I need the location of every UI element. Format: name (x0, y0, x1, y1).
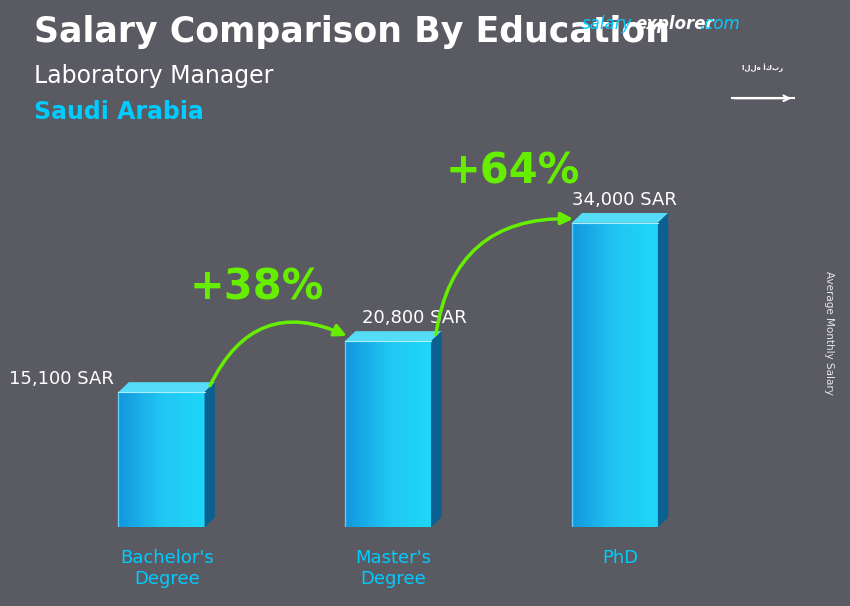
Text: Master's
Degree: Master's Degree (355, 549, 431, 588)
Text: +38%: +38% (190, 267, 324, 308)
Text: explorer: explorer (635, 15, 714, 33)
Text: PhD: PhD (602, 549, 638, 567)
Polygon shape (118, 382, 215, 392)
Text: salary: salary (582, 15, 632, 33)
Text: Laboratory Manager: Laboratory Manager (34, 64, 274, 88)
Text: Salary Comparison By Education: Salary Comparison By Education (34, 15, 670, 49)
Polygon shape (431, 331, 441, 527)
Polygon shape (658, 213, 668, 527)
Polygon shape (345, 331, 441, 341)
Text: Saudi Arabia: Saudi Arabia (34, 100, 204, 124)
Text: Average Monthly Salary: Average Monthly Salary (824, 271, 834, 395)
Text: الله أكبر: الله أكبر (742, 64, 784, 72)
Text: .com: .com (699, 15, 740, 33)
Text: +64%: +64% (445, 151, 580, 193)
Text: 34,000 SAR: 34,000 SAR (572, 191, 677, 209)
Text: Bachelor's
Degree: Bachelor's Degree (120, 549, 213, 588)
Polygon shape (205, 382, 215, 527)
Text: 20,800 SAR: 20,800 SAR (362, 309, 468, 327)
Text: 15,100 SAR: 15,100 SAR (9, 370, 114, 388)
Polygon shape (572, 213, 668, 223)
